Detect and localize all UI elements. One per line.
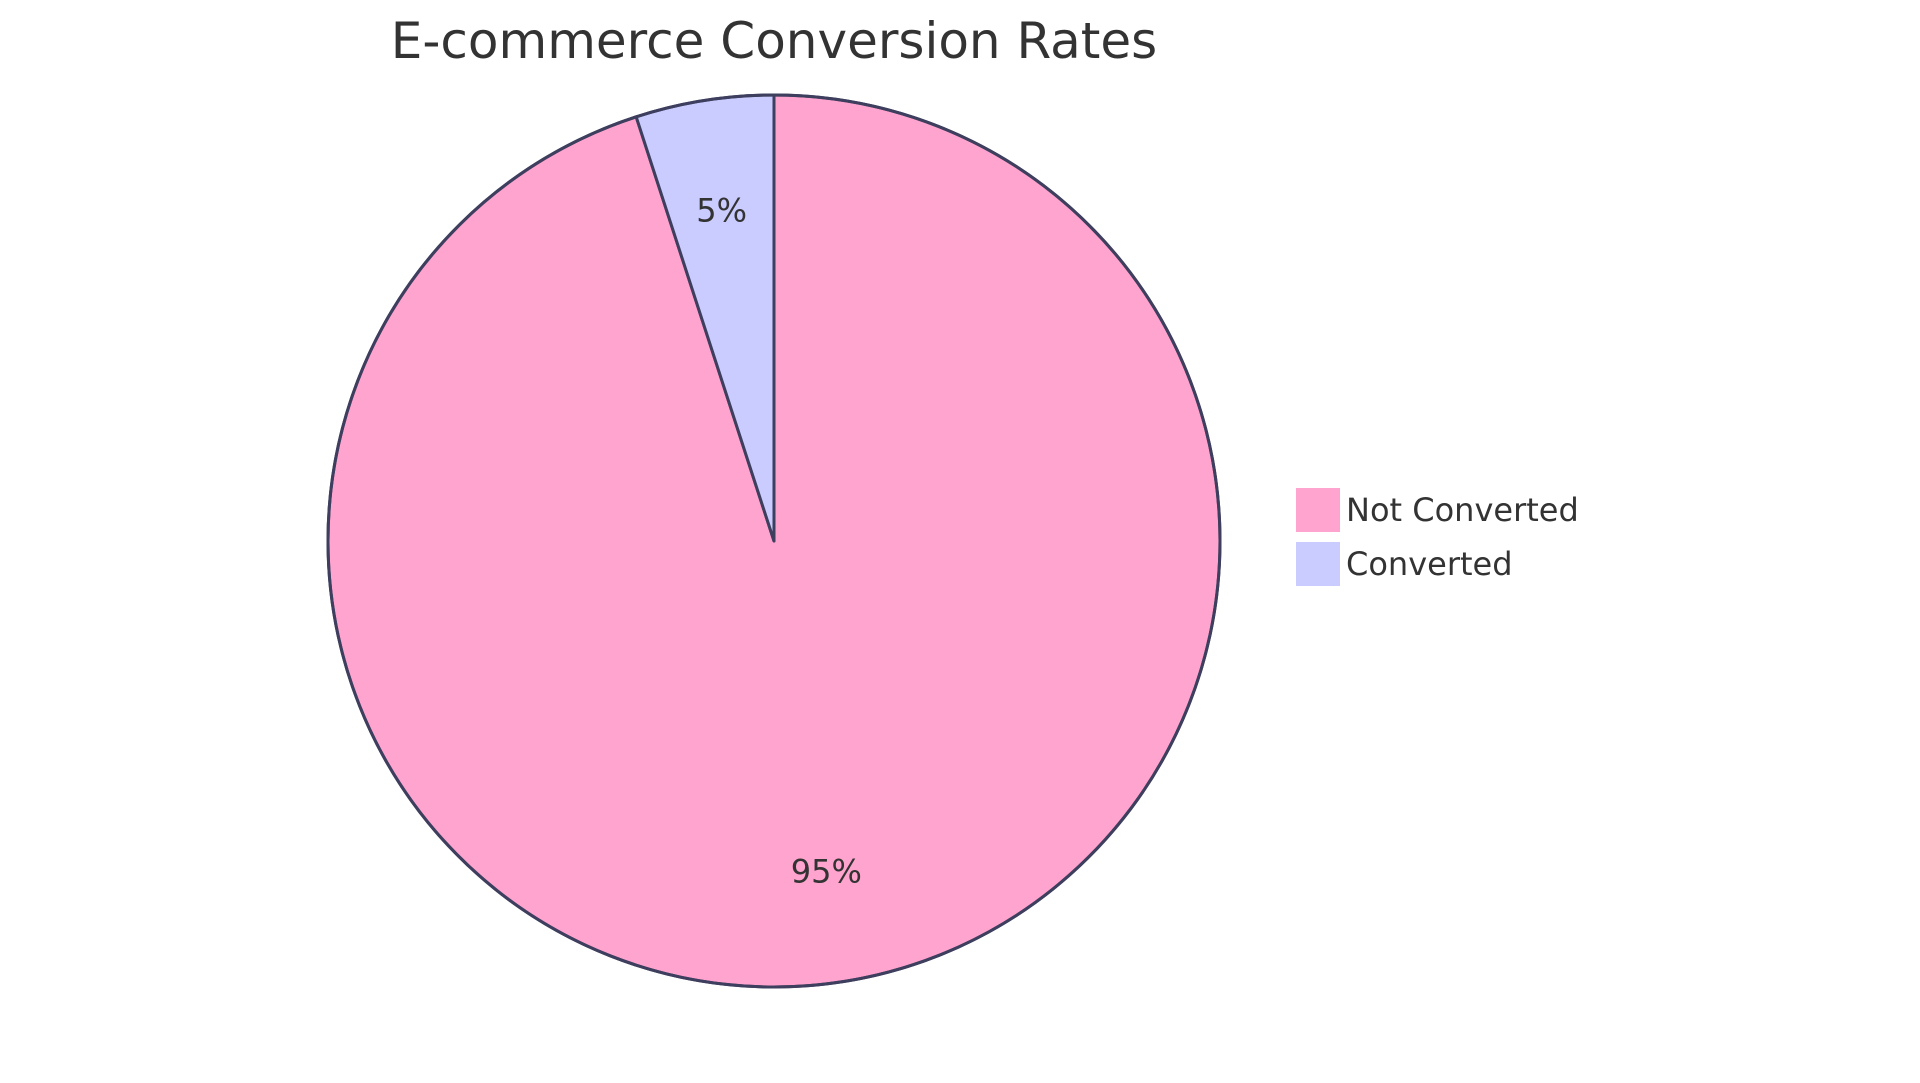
legend-swatch-converted [1296, 542, 1340, 586]
slice-label-converted: 5% [696, 192, 747, 230]
legend-label-not-converted: Not Converted [1346, 491, 1579, 529]
legend-swatch-not-converted [1296, 488, 1340, 532]
pie-outline [326, 93, 1222, 989]
slice-label-not-converted: 95% [791, 852, 862, 890]
pie-slice-labels: 95% 5% [696, 192, 862, 891]
pie-slices [326, 93, 1222, 989]
chart-title: E-commerce Conversion Rates [391, 12, 1157, 70]
legend: Not Converted Converted [1296, 488, 1579, 586]
legend-label-converted: Converted [1346, 545, 1513, 583]
